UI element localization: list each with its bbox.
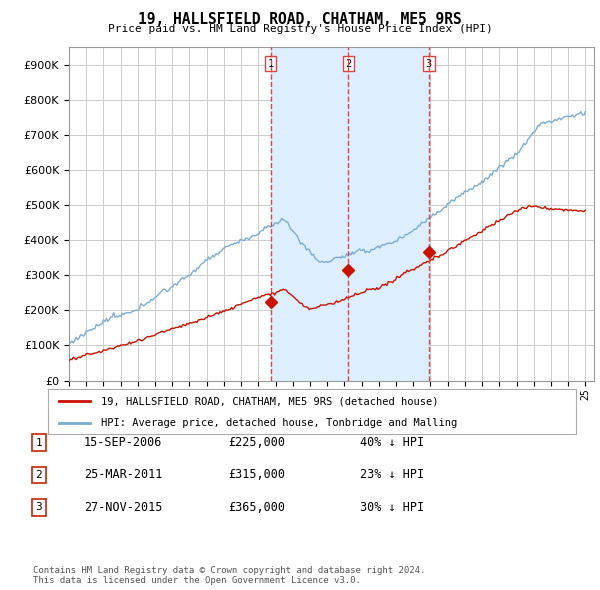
Bar [349,47,429,381]
Text: 19, HALLSFIELD ROAD, CHATHAM, ME5 9RS: 19, HALLSFIELD ROAD, CHATHAM, ME5 9RS [138,12,462,27]
Text: 3: 3 [35,503,43,512]
Text: 1: 1 [35,438,43,447]
Text: 40% ↓ HPI: 40% ↓ HPI [360,436,424,449]
Text: 15-SEP-2006: 15-SEP-2006 [84,436,163,449]
Text: 2: 2 [345,59,352,69]
Text: £365,000: £365,000 [228,501,285,514]
Text: £225,000: £225,000 [228,436,285,449]
Text: 19, HALLSFIELD ROAD, CHATHAM, ME5 9RS (detached house): 19, HALLSFIELD ROAD, CHATHAM, ME5 9RS (d… [101,396,438,407]
Text: HPI: Average price, detached house, Tonbridge and Malling: HPI: Average price, detached house, Tonb… [101,418,457,428]
Text: 1: 1 [268,59,274,69]
Bar [271,47,349,381]
Text: 25-MAR-2011: 25-MAR-2011 [84,468,163,481]
Text: 2: 2 [35,470,43,480]
Text: 23% ↓ HPI: 23% ↓ HPI [360,468,424,481]
Text: Price paid vs. HM Land Registry's House Price Index (HPI): Price paid vs. HM Land Registry's House … [107,24,493,34]
Text: Contains HM Land Registry data © Crown copyright and database right 2024.
This d: Contains HM Land Registry data © Crown c… [33,566,425,585]
Text: £315,000: £315,000 [228,468,285,481]
Text: 30% ↓ HPI: 30% ↓ HPI [360,501,424,514]
Text: 3: 3 [426,59,432,69]
Text: 27-NOV-2015: 27-NOV-2015 [84,501,163,514]
